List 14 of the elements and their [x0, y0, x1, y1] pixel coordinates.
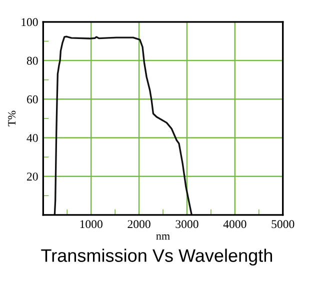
y-axis-title: T% — [8, 110, 16, 126]
x-tick-label: 2000 — [128, 220, 150, 228]
line-series — [54, 36, 193, 215]
x-axis-title: nm — [156, 234, 170, 240]
x-tick-label: 1000 — [80, 220, 102, 228]
y-tick-label: 80 — [26, 56, 38, 65]
x-tick-label: 4000 — [223, 220, 246, 228]
y-tick-label: 40 — [26, 134, 38, 142]
y-tick-label: 100 — [22, 18, 38, 26]
y-tick-label: 20 — [27, 172, 38, 181]
y-tick-label: 60 — [27, 95, 38, 104]
text: Transmission Vs Wavelength — [41, 248, 272, 266]
x-tick-label: 3000 — [176, 220, 198, 228]
x-tick-label: 5000 — [272, 220, 294, 228]
